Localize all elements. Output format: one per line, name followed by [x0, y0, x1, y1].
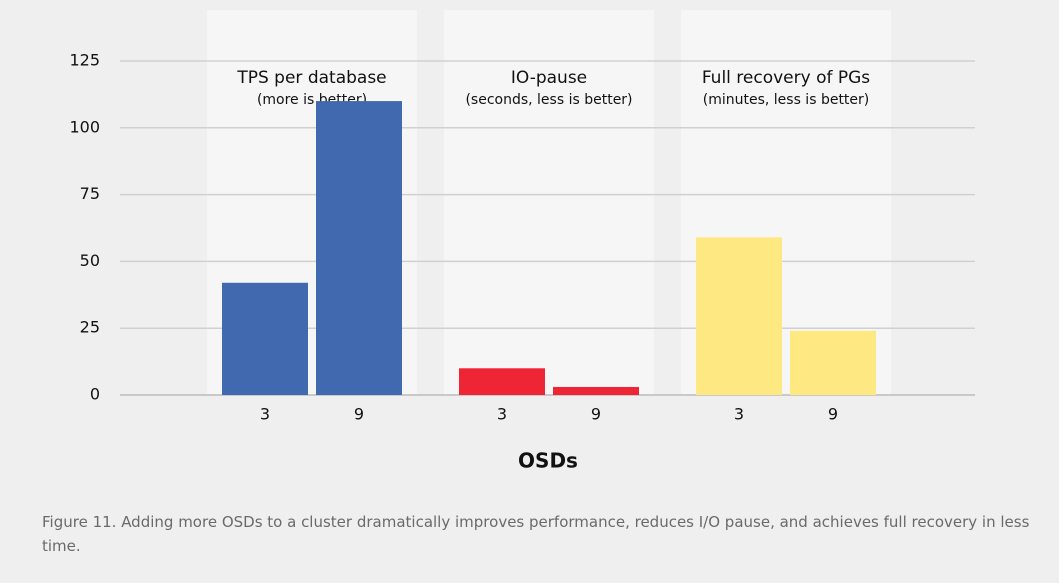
bar — [553, 386, 639, 395]
y-tick-label: 0 — [90, 385, 100, 404]
x-tick-label: 3 — [734, 405, 744, 424]
group-subtitle: (seconds, less is better) — [465, 92, 632, 108]
y-tick-label: 125 — [69, 51, 100, 70]
x-tick-label: 3 — [260, 405, 270, 424]
y-tick-label: 25 — [80, 318, 100, 337]
group-title: Full recovery of PGs — [702, 68, 870, 88]
bar — [790, 330, 876, 395]
x-tick-label: 9 — [591, 405, 601, 424]
x-tick-label: 9 — [828, 405, 838, 424]
bar — [222, 282, 308, 395]
y-tick-label: 75 — [80, 184, 100, 203]
bar — [696, 237, 782, 395]
y-tick-label: 50 — [80, 251, 100, 270]
y-tick-label: 100 — [69, 117, 100, 136]
panel-background — [444, 10, 654, 395]
bar — [459, 368, 545, 395]
group-subtitle: (minutes, less is better) — [703, 92, 870, 108]
group-title: TPS per database — [236, 68, 386, 88]
x-axis-label: OSDs — [518, 449, 578, 473]
caption: Figure 11. Adding more OSDs to a cluster… — [42, 513, 1030, 555]
group-title: IO-pause — [511, 68, 587, 88]
x-tick-label: 3 — [497, 405, 507, 424]
bar — [316, 101, 402, 395]
x-tick-label: 9 — [354, 405, 364, 424]
